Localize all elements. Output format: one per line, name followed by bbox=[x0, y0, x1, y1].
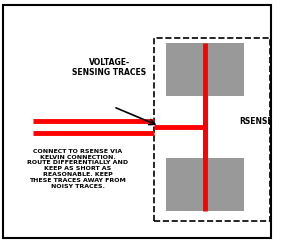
Bar bbox=[154, 38, 270, 221]
Text: CONNECT TO RSENSE VIA
KELVIN CONNECTION.
ROUTE DIFFERENTIALLY AND
KEEP AS SHORT : CONNECT TO RSENSE VIA KELVIN CONNECTION.… bbox=[27, 149, 128, 189]
Text: VOLTAGE-
SENSING TRACES: VOLTAGE- SENSING TRACES bbox=[72, 58, 146, 77]
Bar bbox=[166, 158, 244, 211]
Text: RSENSE: RSENSE bbox=[239, 117, 273, 126]
Bar bbox=[166, 43, 244, 96]
